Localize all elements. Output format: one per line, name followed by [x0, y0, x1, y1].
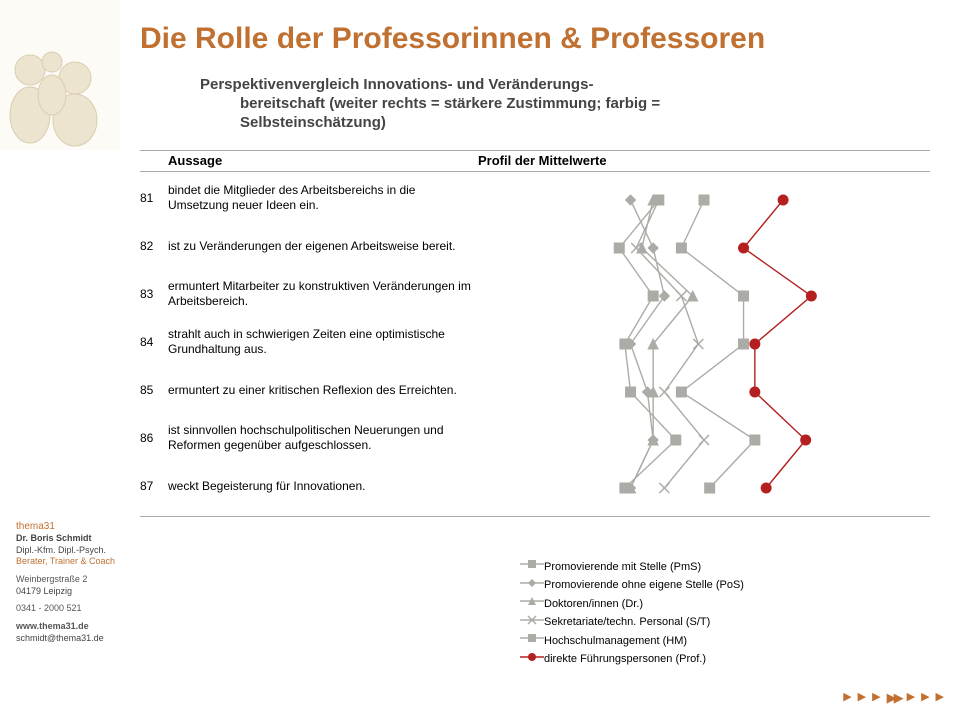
series-marker-Prof — [801, 435, 811, 445]
series-marker-PoS — [648, 243, 658, 253]
sketch-figures — [0, 0, 120, 150]
footer-phone: 0341 - 2000 521 — [16, 603, 126, 615]
tri-icon: ▶ — [843, 690, 851, 706]
header-profil: Profil der Mittelwerte — [478, 153, 930, 168]
statements-table: Aussage Profil der Mittelwerte 81bindet … — [140, 150, 930, 517]
legend-marker-icon — [520, 614, 544, 632]
footer-name: Dr. Boris Schmidt — [16, 533, 126, 545]
subtitle-line3: Selbsteinschätzung) — [240, 114, 840, 133]
footer-org: thema31 — [16, 520, 126, 533]
legend-item: Doktoren/innen (Dr.) — [520, 595, 744, 613]
tri-icon: ▶ — [858, 690, 866, 706]
table-bottom-rule — [140, 516, 930, 517]
series-marker-PmS — [648, 291, 658, 301]
row-text: ist sinnvollen hochschulpolitischen Neue… — [168, 423, 486, 453]
row-text: bindet die Mitglieder des Arbeitsbereich… — [168, 183, 486, 213]
tri-double-icon: ▶▶ — [887, 690, 901, 706]
series-marker-HM — [739, 291, 749, 301]
legend-marker-icon — [520, 651, 544, 669]
profile-chart — [478, 174, 930, 514]
legend-item: Hochschulmanagement (HM) — [520, 632, 744, 650]
series-marker-HM — [739, 339, 749, 349]
row-text: strahlt auch in schwierigen Zeiten eine … — [168, 327, 486, 357]
row-number: 83 — [140, 287, 168, 301]
legend-label: Sekretariate/techn. Personal (S/T) — [544, 614, 710, 631]
row-number: 86 — [140, 431, 168, 445]
legend-item: Promovierende mit Stelle (PmS) — [520, 558, 744, 576]
series-marker-Prof — [750, 339, 760, 349]
footer-quals: Dipl.-Kfm. Dipl.-Psych. — [16, 545, 126, 557]
subtitle-line2: bereitschaft (weiter rechts = stärkere Z… — [240, 95, 840, 114]
legend-item: Sekretariate/techn. Personal (S/T) — [520, 614, 744, 632]
row-number: 84 — [140, 335, 168, 349]
series-marker-HM — [705, 483, 715, 493]
legend-label: Doktoren/innen (Dr.) — [544, 596, 643, 613]
series-marker-PmS — [614, 243, 624, 253]
series-marker-PoS — [626, 195, 636, 205]
subtitle: Perspektivenvergleich Innovations- und V… — [200, 76, 840, 132]
series-marker-HM — [676, 387, 686, 397]
tri-icon: ▶ — [872, 690, 880, 706]
legend-marker-icon — [520, 577, 544, 595]
legend-marker-icon — [520, 595, 544, 613]
footer-addr2: 04179 Leipzig — [16, 586, 126, 598]
series-marker-Prof — [806, 291, 816, 301]
subtitle-line1: Perspektivenvergleich Innovations- und V… — [200, 76, 593, 93]
series-marker-PoS — [659, 291, 669, 301]
series-marker-HM — [699, 195, 709, 205]
row-number: 82 — [140, 239, 168, 253]
series-marker-ST — [693, 339, 703, 349]
series-marker-Prof — [778, 195, 788, 205]
series-marker-HM — [676, 243, 686, 253]
page-title: Die Rolle der Professorinnen & Professor… — [140, 22, 765, 56]
footer-contact: thema31 Dr. Boris Schmidt Dipl.-Kfm. Dip… — [16, 520, 126, 645]
legend-label: Hochschulmanagement (HM) — [544, 633, 687, 650]
row-text: weckt Begeisterung für Innovationen. — [168, 479, 486, 494]
footer-web: www.thema31.de — [16, 621, 126, 633]
tri-icon: ▶ — [936, 690, 944, 706]
row-text: ist zu Veränderungen der eigenen Arbeits… — [168, 239, 486, 254]
series-marker-ST — [659, 483, 669, 493]
legend-marker-icon — [520, 558, 544, 576]
nav-triangles: ▶ ▶ ▶ ▶▶ ▶ ▶ ▶ — [843, 690, 944, 706]
legend-label: Promovierende mit Stelle (PmS) — [544, 559, 701, 576]
series-marker-PmS — [671, 435, 681, 445]
row-text: ermuntert zu einer kritischen Reflexion … — [168, 383, 486, 398]
legend-item: Promovierende ohne eigene Stelle (PoS) — [520, 577, 744, 595]
row-number: 87 — [140, 479, 168, 493]
series-marker-Prof — [761, 483, 771, 493]
row-number: 85 — [140, 383, 168, 397]
footer-addr1: Weinbergstraße 2 — [16, 574, 126, 586]
series-marker-ST — [659, 387, 669, 397]
legend-marker-icon — [520, 632, 544, 650]
tri-icon: ▶ — [921, 690, 929, 706]
legend-label: direkte Führungspersonen (Prof.) — [544, 651, 706, 668]
series-marker-ST — [676, 291, 686, 301]
table-header-row: Aussage Profil der Mittelwerte — [140, 150, 930, 172]
decorative-sketch-band — [0, 0, 120, 150]
tri-icon: ▶ — [907, 690, 915, 706]
footer-mail: schmidt@thema31.de — [16, 633, 126, 645]
series-marker-PmS — [626, 387, 636, 397]
header-aussage: Aussage — [168, 153, 478, 168]
series-marker-HM — [750, 435, 760, 445]
row-number: 81 — [140, 191, 168, 205]
series-marker-Prof — [739, 243, 749, 253]
series-marker-ST — [699, 435, 709, 445]
row-text: ermuntert Mitarbeiter zu konstruktiven V… — [168, 279, 486, 309]
series-marker-Prof — [750, 387, 760, 397]
footer-role: Berater, Trainer & Coach — [16, 556, 126, 568]
legend-label: Promovierende ohne eigene Stelle (PoS) — [544, 577, 744, 594]
legend-item: direkte Führungspersonen (Prof.) — [520, 651, 744, 669]
legend: Promovierende mit Stelle (PmS)Promoviere… — [520, 558, 744, 669]
